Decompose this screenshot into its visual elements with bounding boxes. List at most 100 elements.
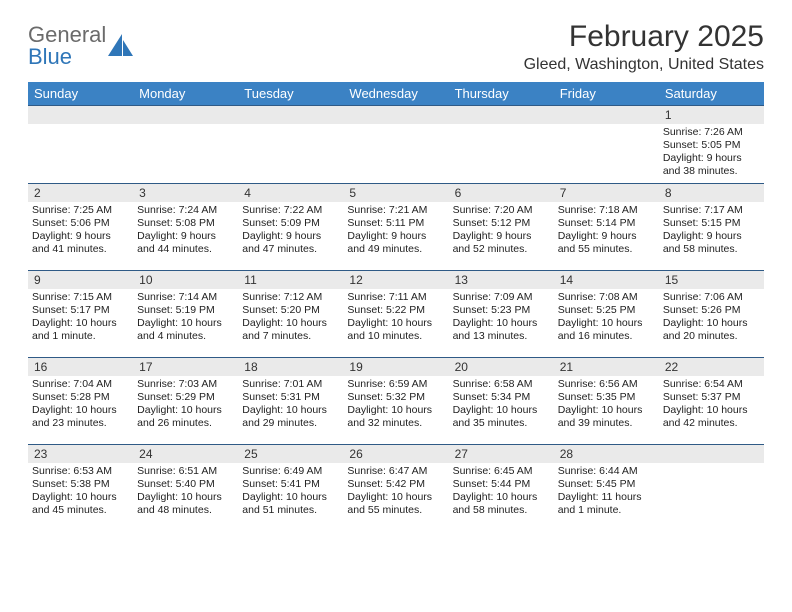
day-body: Sunrise: 6:51 AMSunset: 5:40 PMDaylight:… bbox=[133, 463, 238, 522]
day-cell: 3Sunrise: 7:24 AMSunset: 5:08 PMDaylight… bbox=[133, 184, 238, 270]
day-body: Sunrise: 6:44 AMSunset: 5:45 PMDaylight:… bbox=[554, 463, 659, 522]
day-body: Sunrise: 7:21 AMSunset: 5:11 PMDaylight:… bbox=[343, 202, 448, 261]
day-detail-line: Sunrise: 7:17 AM bbox=[663, 204, 760, 217]
day-detail-line: and 4 minutes. bbox=[137, 330, 234, 343]
day-detail-line: and 7 minutes. bbox=[242, 330, 339, 343]
day-cell bbox=[343, 106, 448, 183]
day-number: 14 bbox=[554, 271, 659, 289]
day-cell: 16Sunrise: 7:04 AMSunset: 5:28 PMDayligh… bbox=[28, 358, 133, 444]
day-body: Sunrise: 7:03 AMSunset: 5:29 PMDaylight:… bbox=[133, 376, 238, 435]
day-detail-line: and 16 minutes. bbox=[558, 330, 655, 343]
day-detail-line: Sunset: 5:41 PM bbox=[242, 478, 339, 491]
day-number: 16 bbox=[28, 358, 133, 376]
day-number: 27 bbox=[449, 445, 554, 463]
week-row: 2Sunrise: 7:25 AMSunset: 5:06 PMDaylight… bbox=[28, 183, 764, 270]
day-cell bbox=[133, 106, 238, 183]
day-detail-line: Sunrise: 7:22 AM bbox=[242, 204, 339, 217]
day-cell: 8Sunrise: 7:17 AMSunset: 5:15 PMDaylight… bbox=[659, 184, 764, 270]
day-cell bbox=[554, 106, 659, 183]
day-cell: 5Sunrise: 7:21 AMSunset: 5:11 PMDaylight… bbox=[343, 184, 448, 270]
day-cell: 17Sunrise: 7:03 AMSunset: 5:29 PMDayligh… bbox=[133, 358, 238, 444]
day-number: 1 bbox=[659, 106, 764, 124]
day-detail-line: and 52 minutes. bbox=[453, 243, 550, 256]
day-number: 20 bbox=[449, 358, 554, 376]
day-number: 24 bbox=[133, 445, 238, 463]
day-body: Sunrise: 7:11 AMSunset: 5:22 PMDaylight:… bbox=[343, 289, 448, 348]
day-cell: 14Sunrise: 7:08 AMSunset: 5:25 PMDayligh… bbox=[554, 271, 659, 357]
day-detail-line: Sunrise: 7:06 AM bbox=[663, 291, 760, 304]
day-detail-line: Sunrise: 7:08 AM bbox=[558, 291, 655, 304]
day-cell: 15Sunrise: 7:06 AMSunset: 5:26 PMDayligh… bbox=[659, 271, 764, 357]
day-detail-line: Daylight: 10 hours bbox=[137, 317, 234, 330]
day-detail-line: Daylight: 10 hours bbox=[242, 404, 339, 417]
dow-tuesday: Tuesday bbox=[238, 82, 343, 105]
day-body: Sunrise: 7:14 AMSunset: 5:19 PMDaylight:… bbox=[133, 289, 238, 348]
day-detail-line: Sunrise: 7:25 AM bbox=[32, 204, 129, 217]
day-cell bbox=[238, 106, 343, 183]
day-number bbox=[554, 106, 659, 124]
day-number: 18 bbox=[238, 358, 343, 376]
day-detail-line: and 38 minutes. bbox=[663, 165, 760, 178]
day-number bbox=[449, 106, 554, 124]
day-cell: 6Sunrise: 7:20 AMSunset: 5:12 PMDaylight… bbox=[449, 184, 554, 270]
day-detail-line: Sunset: 5:19 PM bbox=[137, 304, 234, 317]
day-detail-line: Daylight: 10 hours bbox=[32, 317, 129, 330]
day-body: Sunrise: 7:18 AMSunset: 5:14 PMDaylight:… bbox=[554, 202, 659, 261]
day-cell: 4Sunrise: 7:22 AMSunset: 5:09 PMDaylight… bbox=[238, 184, 343, 270]
day-body bbox=[133, 124, 238, 130]
day-detail-line: Sunrise: 7:09 AM bbox=[453, 291, 550, 304]
day-detail-line: Sunset: 5:35 PM bbox=[558, 391, 655, 404]
day-body bbox=[449, 124, 554, 130]
day-cell: 22Sunrise: 6:54 AMSunset: 5:37 PMDayligh… bbox=[659, 358, 764, 444]
day-detail-line: Sunrise: 7:11 AM bbox=[347, 291, 444, 304]
day-detail-line: Daylight: 10 hours bbox=[137, 404, 234, 417]
day-body: Sunrise: 6:54 AMSunset: 5:37 PMDaylight:… bbox=[659, 376, 764, 435]
day-cell bbox=[28, 106, 133, 183]
day-detail-line: Sunset: 5:09 PM bbox=[242, 217, 339, 230]
day-cell bbox=[659, 445, 764, 531]
day-detail-line: Sunset: 5:12 PM bbox=[453, 217, 550, 230]
day-detail-line: Daylight: 9 hours bbox=[558, 230, 655, 243]
day-cell: 2Sunrise: 7:25 AMSunset: 5:06 PMDaylight… bbox=[28, 184, 133, 270]
dow-sunday: Sunday bbox=[28, 82, 133, 105]
day-cell: 28Sunrise: 6:44 AMSunset: 5:45 PMDayligh… bbox=[554, 445, 659, 531]
day-detail-line: and 48 minutes. bbox=[137, 504, 234, 517]
weeks-container: 1Sunrise: 7:26 AMSunset: 5:05 PMDaylight… bbox=[28, 105, 764, 531]
day-detail-line: Sunset: 5:05 PM bbox=[663, 139, 760, 152]
day-detail-line: and 32 minutes. bbox=[347, 417, 444, 430]
day-detail-line: Sunrise: 7:03 AM bbox=[137, 378, 234, 391]
day-body: Sunrise: 6:58 AMSunset: 5:34 PMDaylight:… bbox=[449, 376, 554, 435]
day-detail-line: and 55 minutes. bbox=[347, 504, 444, 517]
day-number: 12 bbox=[343, 271, 448, 289]
day-detail-line: and 47 minutes. bbox=[242, 243, 339, 256]
week-row: 16Sunrise: 7:04 AMSunset: 5:28 PMDayligh… bbox=[28, 357, 764, 444]
day-detail-line: and 58 minutes. bbox=[453, 504, 550, 517]
day-detail-line: Daylight: 10 hours bbox=[453, 404, 550, 417]
day-detail-line: Daylight: 10 hours bbox=[558, 317, 655, 330]
day-detail-line: Sunset: 5:32 PM bbox=[347, 391, 444, 404]
day-detail-line: Daylight: 10 hours bbox=[347, 404, 444, 417]
day-cell: 20Sunrise: 6:58 AMSunset: 5:34 PMDayligh… bbox=[449, 358, 554, 444]
day-number: 5 bbox=[343, 184, 448, 202]
day-cell: 7Sunrise: 7:18 AMSunset: 5:14 PMDaylight… bbox=[554, 184, 659, 270]
day-detail-line: and 55 minutes. bbox=[558, 243, 655, 256]
day-detail-line: and 29 minutes. bbox=[242, 417, 339, 430]
day-cell: 11Sunrise: 7:12 AMSunset: 5:20 PMDayligh… bbox=[238, 271, 343, 357]
day-detail-line: Daylight: 10 hours bbox=[347, 317, 444, 330]
day-number bbox=[28, 106, 133, 124]
day-number: 7 bbox=[554, 184, 659, 202]
day-cell: 26Sunrise: 6:47 AMSunset: 5:42 PMDayligh… bbox=[343, 445, 448, 531]
day-detail-line: Sunrise: 6:54 AM bbox=[663, 378, 760, 391]
calendar-page: General Blue February 2025 Gleed, Washin… bbox=[0, 0, 792, 541]
day-detail-line: Daylight: 9 hours bbox=[137, 230, 234, 243]
day-detail-line: Daylight: 10 hours bbox=[242, 317, 339, 330]
day-detail-line: and 1 minute. bbox=[558, 504, 655, 517]
dow-monday: Monday bbox=[133, 82, 238, 105]
day-body: Sunrise: 6:47 AMSunset: 5:42 PMDaylight:… bbox=[343, 463, 448, 522]
day-detail-line: Sunrise: 7:24 AM bbox=[137, 204, 234, 217]
day-detail-line: Daylight: 10 hours bbox=[242, 491, 339, 504]
day-detail-line: Sunrise: 6:49 AM bbox=[242, 465, 339, 478]
day-number: 22 bbox=[659, 358, 764, 376]
sail-icon bbox=[108, 34, 134, 61]
day-detail-line: Sunrise: 7:01 AM bbox=[242, 378, 339, 391]
